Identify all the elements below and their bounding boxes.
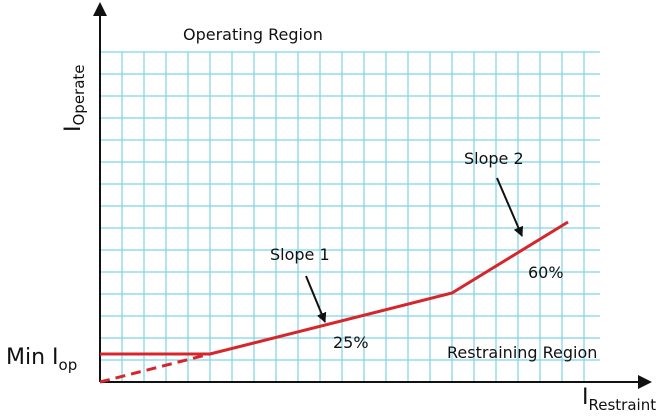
slope2-arrow — [496, 177, 524, 237]
min-iop-label: Min Iop — [6, 345, 77, 374]
y-axis-arrowhead — [93, 2, 107, 16]
x-axis-label: IRestraint — [582, 385, 656, 414]
operating-region-label: Operating Region — [183, 25, 323, 44]
slope1-label: Slope 1 — [270, 245, 330, 264]
slope1-arrow — [305, 275, 327, 323]
slope1-percent: 25% — [333, 333, 369, 352]
x-axis-arrowhead — [638, 375, 652, 389]
min-iop-dashed-extension — [99, 352, 211, 384]
slope2-label: Slope 2 — [464, 149, 524, 168]
y-axis-label: IOperate — [61, 64, 88, 132]
svg-text:IOperate: IOperate — [61, 64, 88, 132]
restraining-region-label: Restraining Region — [447, 343, 597, 362]
slope2-percent: 60% — [528, 263, 564, 282]
characteristic-curve — [100, 220, 569, 356]
